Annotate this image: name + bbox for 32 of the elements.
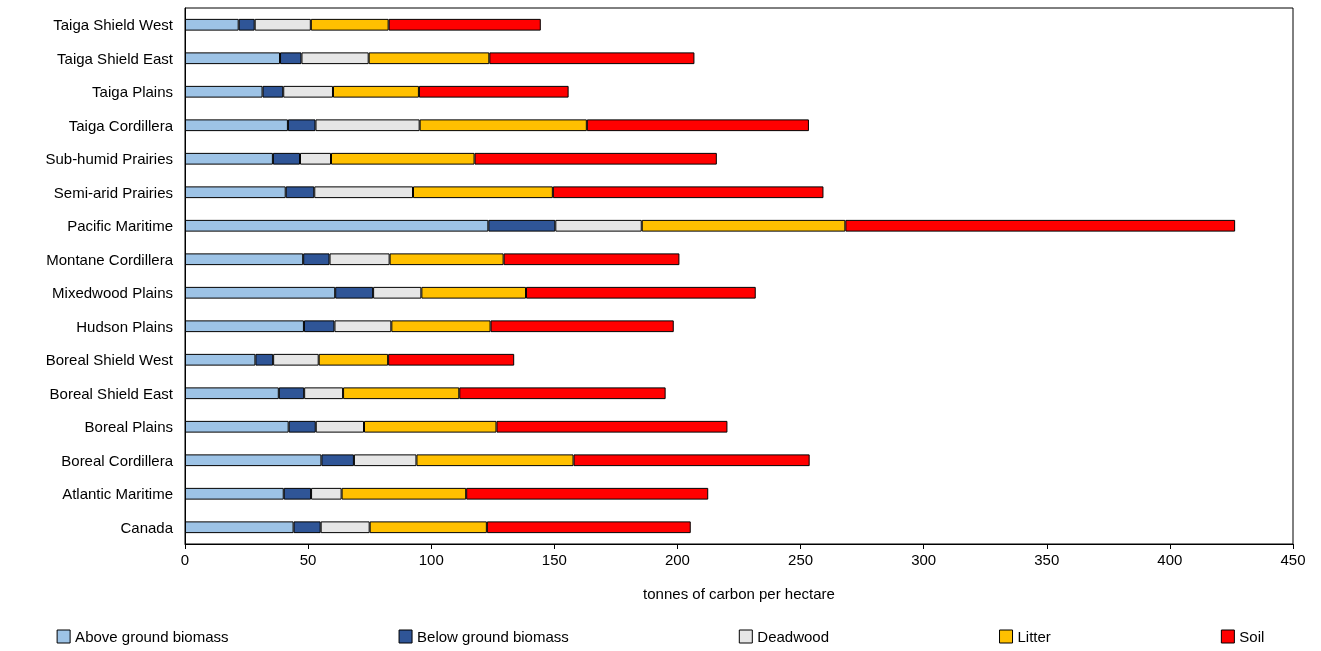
x-tick-label: 0 [180, 551, 190, 568]
legend-label: Below ground biomass [417, 628, 569, 645]
y-tick-label: Canada [120, 518, 174, 536]
y-tick-label: Taiga Cordillera [68, 116, 174, 134]
x-axis-title: tonnes of carbon per hectare [643, 585, 835, 602]
y-tick-label: Taiga Plains [92, 83, 173, 101]
legend-label: Deadwood [757, 628, 830, 645]
x-tick-label: 100 [418, 551, 444, 568]
y-tick-label: Boreal Plains [84, 418, 173, 436]
x-tick-label: 250 [788, 551, 814, 568]
y-tick-label: Sub-humid Prairies [45, 150, 173, 168]
legend-label: Above ground biomass [75, 628, 229, 645]
y-tick-label: Semi-arid Prairies [53, 183, 173, 201]
x-tick-label: 300 [911, 551, 937, 568]
x-tick-label: 200 [664, 551, 690, 568]
y-tick-label: Atlantic Maritime [62, 485, 173, 503]
y-tick-label: Boreal Shield East [49, 384, 174, 402]
legend-label: Litter [1017, 628, 1051, 645]
y-tick-label: Hudson Plains [76, 317, 173, 335]
legend-label: Soil [1239, 628, 1265, 645]
y-tick-label: Pacific Maritime [67, 217, 173, 235]
y-tick-label: Boreal Shield West [45, 351, 174, 369]
y-tick-label: Montane Cordillera [46, 250, 174, 268]
x-tick-label: 400 [1157, 551, 1183, 568]
y-tick-label: Taiga Shield West [53, 16, 174, 34]
y-tick-label: Mixedwood Plains [52, 284, 173, 302]
y-tick-label: Boreal Cordillera [61, 451, 174, 469]
x-tick-label: 450 [1280, 551, 1306, 568]
x-tick-label: 50 [299, 551, 317, 568]
x-tick-label: 350 [1034, 551, 1060, 568]
x-tick-label: 150 [541, 551, 567, 568]
y-tick-label: Taiga Shield East [57, 49, 174, 67]
